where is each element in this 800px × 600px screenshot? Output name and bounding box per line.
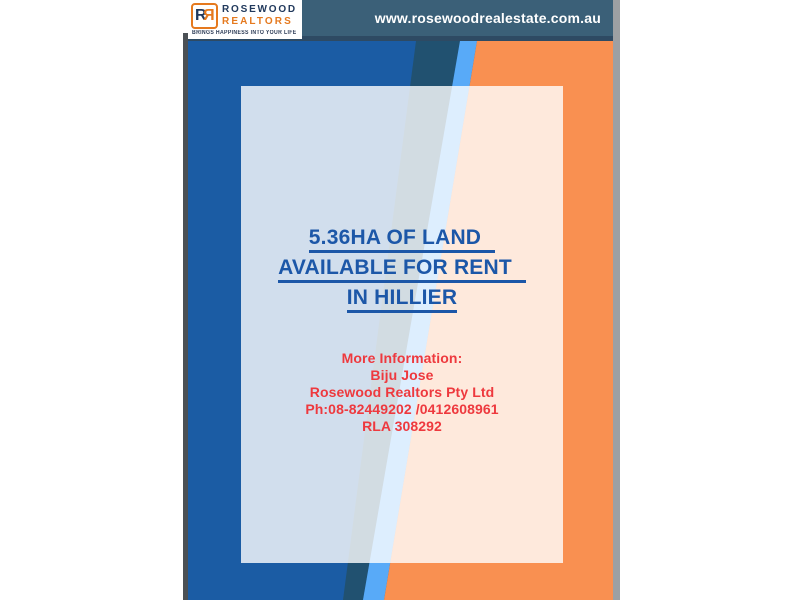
contact-phone: Ph:08-82449202 /0412608961 [305,401,499,417]
contact-info: More Information: Biju Jose Rosewood Rea… [241,350,563,435]
heading-line: 5.36HA OF LAND [241,226,563,253]
poster: www.rosewoodrealestate.com.au R R ROSEWO… [183,0,620,600]
logo-name-top: ROSEWOOD [222,4,297,15]
website-url: www.rosewoodrealestate.com.au [374,10,601,26]
monogram-letter-left: R [194,7,207,24]
rr-monogram-icon: R R [191,3,218,29]
contact-company: Rosewood Realtors Pty Ltd [309,384,495,400]
logo-name-bottom: REALTORS [222,16,293,27]
heading-line: IN HILLIER [241,286,563,313]
contact-agent: Biju Jose [370,367,434,383]
info-card: 5.36HA OF LAND AVAILABLE FOR RENT IN HIL… [241,86,563,563]
heading-line-3: IN HILLIER [346,287,458,313]
poster-right-edge [613,0,620,600]
poster-heading: 5.36HA OF LAND AVAILABLE FOR RENT IN HIL… [241,226,563,316]
poster-left-edge [183,33,188,600]
monogram-letter-right: R [202,7,215,24]
logo-tagline: BRINGS HAPPINESS INTO YOUR LIFE [192,30,297,36]
contact-label: More Information: [341,350,463,366]
heading-line: AVAILABLE FOR RENT [241,256,563,283]
logo-name: ROSEWOOD REALTORS [222,4,297,27]
header-divider [188,36,613,41]
heading-line-2: AVAILABLE FOR RENT [278,257,526,283]
rosewood-logo: R R ROSEWOOD REALTORS BRINGS HAPPINESS I… [188,0,302,39]
website-bar: www.rosewoodrealestate.com.au [302,0,613,36]
contact-licence: RLA 308292 [362,418,442,434]
heading-line-1: 5.36HA OF LAND [308,227,496,253]
